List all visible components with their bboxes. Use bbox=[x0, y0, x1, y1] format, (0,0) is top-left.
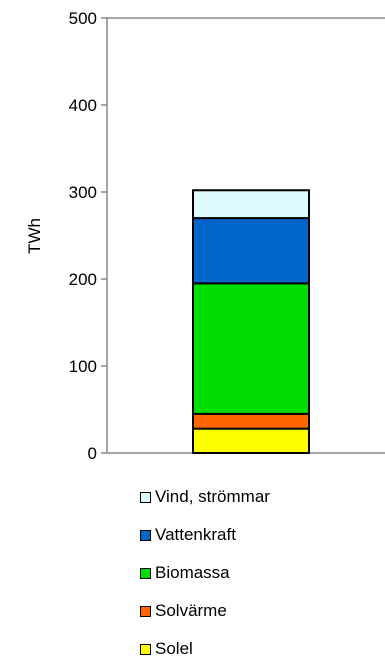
legend-swatch bbox=[140, 529, 151, 541]
y-tick-label: 300 bbox=[69, 183, 97, 202]
legend-swatch bbox=[140, 605, 151, 617]
y-tick-label: 0 bbox=[88, 444, 97, 463]
legend: Vind, strömmar Vattenkraft Biomassa Solvärm… bbox=[140, 478, 270, 668]
bar-segment-solel bbox=[192, 427, 310, 455]
legend-item: Solvärme bbox=[140, 592, 270, 630]
bar-stack bbox=[192, 189, 310, 455]
legend-item: Vattenkraft bbox=[140, 516, 270, 554]
legend-label: Biomassa bbox=[155, 563, 230, 582]
y-tick-label: 500 bbox=[69, 9, 97, 28]
y-axis-label: TWh bbox=[25, 218, 44, 254]
legend-label: Solel bbox=[155, 639, 193, 658]
y-tick-label: 200 bbox=[69, 270, 97, 289]
legend-label: Vind, strömmar bbox=[155, 487, 270, 506]
bar-segment-solvärme bbox=[192, 412, 310, 430]
legend-swatch bbox=[140, 643, 151, 655]
legend-label: Solvärme bbox=[155, 601, 227, 620]
y-tick-label: 100 bbox=[69, 357, 97, 376]
bar-segment-biomassa bbox=[192, 282, 310, 415]
legend-item: Biomassa bbox=[140, 554, 270, 592]
legend-label: Vattenkraft bbox=[155, 525, 236, 544]
legend-swatch bbox=[140, 567, 151, 579]
bar-segment-vattenkraft bbox=[192, 217, 310, 285]
legend-item: Vind, strömmar bbox=[140, 478, 270, 516]
chart-plot: TWh 0 100 200 300 400 500 bbox=[25, 9, 385, 463]
y-tick-label: 400 bbox=[69, 96, 97, 115]
legend-item: Solel bbox=[140, 630, 270, 668]
y-ticks: 0 100 200 300 400 500 bbox=[69, 9, 107, 463]
bar-segment-vind-strömmar bbox=[192, 189, 310, 220]
legend-swatch bbox=[140, 491, 151, 503]
